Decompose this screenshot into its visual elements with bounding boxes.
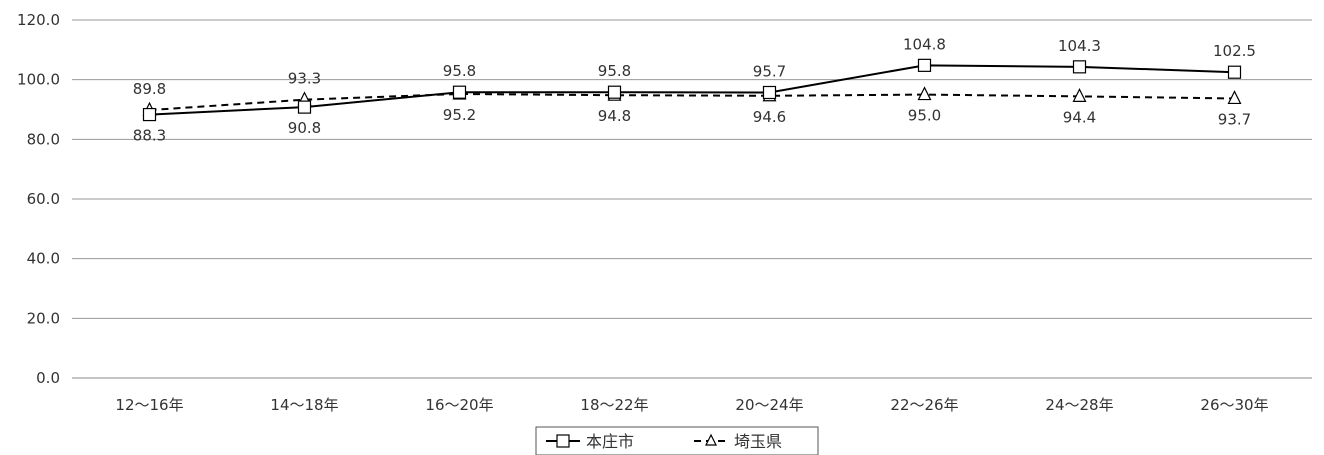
data-label: 95.8 [598,62,631,80]
marker-square [452,85,467,99]
data-label: 95.0 [908,107,941,125]
x-tick-label: 26～30年 [1200,396,1268,414]
y-tick-label: 80.0 [27,130,60,148]
data-label: 95.8 [443,62,476,80]
legend-label-2: 埼玉県 [734,432,782,451]
y-tick-label: 100.0 [17,71,60,89]
y-tick-label: 120.0 [17,11,60,29]
data-label: 104.8 [903,35,946,53]
legend-marker-square [556,434,570,448]
data-label: 93.3 [288,70,321,88]
data-label: 89.8 [133,80,166,98]
series-line-1 [149,64,1235,116]
x-tick-label: 16～20年 [425,396,493,414]
y-axis-ticks: 0.0 20.0 40.0 60.0 80.0 100.0 120.0 [17,11,60,387]
y-tick-label: 20.0 [27,309,60,327]
data-label: 88.3 [133,127,166,145]
series-lines [149,64,1235,116]
data-label: 94.8 [598,107,631,125]
legend: 本庄市 埼玉県 [535,426,819,455]
data-labels: 88.3 90.8 95.8 95.8 95.7 104.8 104.3 102.5 89.8 9… [133,35,1256,144]
x-tick-label: 24～28年 [1045,396,1113,414]
legend-marker-triangle [705,433,717,446]
marker-square [917,58,932,72]
y-tick-label: 60.0 [27,190,60,208]
y-tick-label: 0.0 [36,369,60,387]
data-label: 95.2 [443,106,476,124]
x-axis-ticks: 12～16年 14～18年 16～20年 18～22年 20～24年 22～26年 24～2… [115,396,1268,414]
grid-lines [72,19,1312,379]
y-tick-label: 40.0 [27,250,60,268]
series-markers [142,58,1242,122]
series-line-2 [149,92,1235,112]
marker-triangle [1072,88,1087,102]
marker-square [297,100,312,114]
x-tick-label: 18～22年 [580,396,648,414]
legend-box [535,426,819,455]
x-tick-label: 22～26年 [890,396,958,414]
data-label: 102.5 [1213,42,1256,60]
marker-triangle [917,86,932,101]
data-label: 94.6 [753,108,786,126]
data-label: 94.4 [1063,108,1096,126]
data-label: 93.7 [1218,110,1251,128]
marker-triangle [1227,90,1242,105]
x-tick-label: 12～16年 [115,396,183,414]
marker-square [762,85,777,100]
data-label: 104.3 [1058,37,1101,55]
marker-square [607,85,622,99]
marker-square [142,107,157,122]
marker-square [1072,60,1087,74]
legend-label-1: 本庄市 [586,432,634,451]
x-tick-label: 14～18年 [270,396,338,414]
x-tick-label: 20～24年 [735,396,803,414]
data-label: 90.8 [288,119,321,137]
data-label: 95.7 [753,62,786,80]
marker-square [1227,65,1242,79]
